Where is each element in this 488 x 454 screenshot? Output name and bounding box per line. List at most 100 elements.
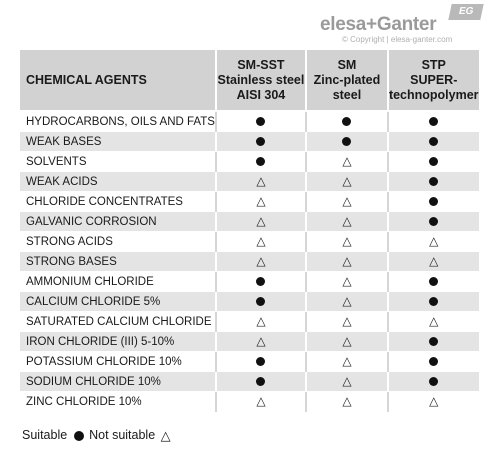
header-sm-sst-line1: SM-SST <box>237 57 285 72</box>
outline-triangle-icon: △ <box>342 294 352 309</box>
chemical-resistance-table: CHEMICAL AGENTS SM-SST Stainless steel A… <box>20 50 479 412</box>
table-row: GALVANIC CORROSION △ △ <box>20 211 479 232</box>
header-sm-sst: SM-SST Stainless steel AISI 304 <box>215 50 307 112</box>
outline-triangle-icon: △ <box>342 154 352 169</box>
outline-triangle-icon: △ <box>342 374 352 389</box>
logo-text: elesa+Ganter <box>320 14 437 35</box>
chemical-agent-cell: SODIUM CHLORIDE 10% <box>20 371 217 392</box>
resistance-cell: △ <box>305 311 389 332</box>
table-header-row: CHEMICAL AGENTS SM-SST Stainless steel A… <box>20 50 479 112</box>
chemical-agent-cell: WEAK ACIDS <box>20 171 217 192</box>
resistance-cell <box>387 291 479 312</box>
resistance-cell <box>387 211 479 232</box>
table-row: IRON CHLORIDE (III) 5-10% △ △ <box>20 331 479 352</box>
resistance-cell: △ <box>215 311 307 332</box>
filled-circle-icon <box>429 136 439 146</box>
outline-triangle-icon: △ <box>342 334 352 349</box>
resistance-cell <box>215 291 307 312</box>
table-row: SOLVENTS △ <box>20 151 479 172</box>
outline-triangle-icon: △ <box>160 427 171 443</box>
resistance-cell: △ <box>305 371 389 392</box>
header-sm-line2: Zinc-plated <box>313 72 381 87</box>
resistance-cell <box>215 271 307 292</box>
header-sm-sst-line3: AISI 304 <box>236 87 286 102</box>
legend-not-suitable-label: Not suitable <box>89 428 156 442</box>
header-stp-line1: STP <box>421 57 446 72</box>
copyright-text: © Copyright | elesa-ganter.com <box>342 35 453 44</box>
outline-triangle-icon: △ <box>256 174 266 189</box>
table-body: HYDROCARBONS, OILS AND FATS WEAK BASES SOL… <box>20 111 479 412</box>
resistance-cell: △ <box>305 271 389 292</box>
resistance-cell: △ <box>215 331 307 352</box>
outline-triangle-icon: △ <box>342 194 352 209</box>
chemical-agent-cell: AMMONIUM CHLORIDE <box>20 271 217 292</box>
resistance-cell <box>215 371 307 392</box>
legend-suitable-label: Suitable <box>22 428 68 442</box>
resistance-cell: △ <box>305 191 389 212</box>
outline-triangle-icon: △ <box>342 314 352 329</box>
resistance-cell: △ <box>387 231 479 252</box>
outline-triangle-icon: △ <box>342 274 352 289</box>
outline-triangle-icon: △ <box>342 394 352 409</box>
chemical-agent-cell: GALVANIC CORROSION <box>20 211 217 232</box>
resistance-cell: △ <box>215 391 307 412</box>
resistance-cell: △ <box>305 211 389 232</box>
chemical-agent-cell: STRONG BASES <box>20 251 217 272</box>
table-row: POTASSIUM CHLORIDE 10% △ <box>20 351 479 372</box>
resistance-cell: △ <box>305 231 389 252</box>
filled-circle-icon <box>429 196 439 206</box>
outline-triangle-icon: △ <box>256 214 266 229</box>
table-row: SATURATED CALCIUM CHLORIDE △ △ △ <box>20 311 479 332</box>
logo-badge: EG <box>448 4 484 20</box>
resistance-cell: △ <box>387 251 479 272</box>
filled-circle-icon <box>342 136 352 146</box>
resistance-cell <box>215 131 307 152</box>
filled-circle-icon <box>256 276 266 286</box>
chemical-agent-cell: IRON CHLORIDE (III) 5-10% <box>20 331 217 352</box>
filled-circle-icon <box>429 156 439 166</box>
resistance-cell: △ <box>215 211 307 232</box>
legend: Suitable Not suitable △ <box>22 428 171 442</box>
table-row: HYDROCARBONS, OILS AND FATS <box>20 111 479 132</box>
filled-circle-icon <box>429 376 439 386</box>
filled-circle-icon <box>429 356 439 366</box>
filled-circle-icon <box>429 176 439 186</box>
outline-triangle-icon: △ <box>429 234 439 249</box>
chemical-agent-cell: CALCIUM CHLORIDE 5% <box>20 291 217 312</box>
filled-circle-icon <box>256 116 266 126</box>
header-stp-line2: SUPER- <box>410 72 458 87</box>
chemical-agent-cell: POTASSIUM CHLORIDE 10% <box>20 351 217 372</box>
table-row: WEAK ACIDS △ △ <box>20 171 479 192</box>
header-stp: STP SUPER- technopolymer <box>387 50 479 112</box>
resistance-cell: △ <box>215 251 307 272</box>
resistance-cell: △ <box>305 391 389 412</box>
resistance-cell <box>387 351 479 372</box>
table-row: STRONG ACIDS △ △ △ <box>20 231 479 252</box>
outline-triangle-icon: △ <box>342 354 352 369</box>
filled-circle-icon <box>256 296 266 306</box>
resistance-cell: △ <box>387 391 479 412</box>
resistance-cell <box>387 131 479 152</box>
resistance-cell: △ <box>215 171 307 192</box>
outline-triangle-icon: △ <box>256 334 266 349</box>
resistance-cell <box>387 111 479 132</box>
chemical-agent-cell: CHLORIDE CONCENTRATES <box>20 191 217 212</box>
resistance-cell <box>215 151 307 172</box>
resistance-cell: △ <box>215 231 307 252</box>
outline-triangle-icon: △ <box>342 234 352 249</box>
outline-triangle-icon: △ <box>429 394 439 409</box>
header-sm-sst-line2: Stainless steel <box>217 72 305 87</box>
resistance-cell: △ <box>305 251 389 272</box>
outline-triangle-icon: △ <box>256 194 266 209</box>
resistance-cell: △ <box>305 331 389 352</box>
header-sm-line1: SM <box>337 57 357 72</box>
header-sm: SM Zinc-plated steel <box>305 50 389 112</box>
outline-triangle-icon: △ <box>429 254 439 269</box>
filled-circle-icon <box>429 276 439 286</box>
chemical-agent-cell: WEAK BASES <box>20 131 217 152</box>
filled-circle-icon <box>342 116 352 126</box>
chemical-agent-cell: SOLVENTS <box>20 151 217 172</box>
outline-triangle-icon: △ <box>256 234 266 249</box>
resistance-cell <box>305 131 389 152</box>
outline-triangle-icon: △ <box>256 254 266 269</box>
